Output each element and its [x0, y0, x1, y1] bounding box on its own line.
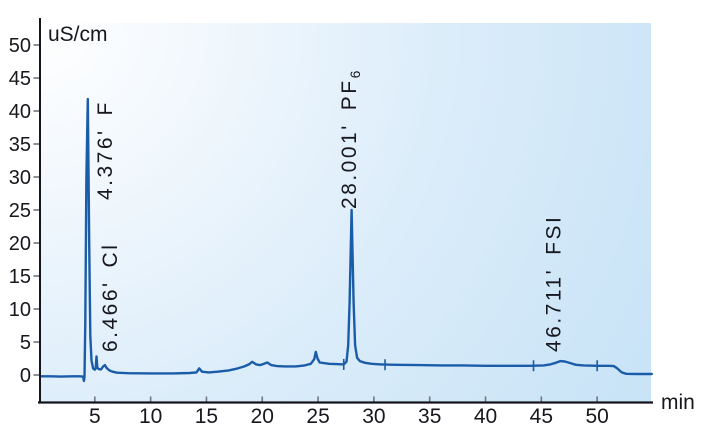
y-axis-unit-label: uS/cm: [48, 23, 108, 46]
x-tick-label: 40: [474, 405, 497, 428]
peak-label: 28.001' PF6: [338, 70, 363, 209]
y-tick-label: 0: [20, 365, 31, 387]
y-tick-label: 15: [9, 266, 31, 288]
y-tick-label: 30: [9, 167, 31, 189]
y-tick-label: 10: [9, 299, 31, 321]
y-tick-label: 40: [9, 101, 31, 123]
y-tick-label: 35: [9, 134, 31, 156]
plot-area: [40, 23, 651, 403]
peak-label: 4.376' F: [94, 100, 117, 200]
x-axis-unit-label: min: [661, 391, 695, 414]
x-tick-label: 35: [418, 405, 441, 428]
peak-label: 46.711' FSI: [542, 215, 565, 352]
x-tick-label: 20: [251, 405, 274, 428]
x-tick-label: 45: [530, 405, 553, 428]
x-tick-label: 30: [362, 405, 385, 428]
x-tick-label: 5: [89, 405, 101, 428]
y-tick-label: 45: [9, 68, 31, 90]
trace-path: [38, 97, 653, 383]
x-tick-label: 10: [139, 405, 162, 428]
peak-label-subscript: 6: [347, 70, 363, 78]
x-tick-label: 50: [585, 405, 608, 428]
y-tick-label: 20: [9, 233, 31, 255]
y-tick-label: 5: [20, 332, 31, 354]
x-tick-label: 25: [306, 405, 329, 428]
peak-label: 6.466' Cl: [99, 243, 122, 352]
y-tick-label: 25: [9, 200, 31, 222]
x-tick-label: 15: [195, 405, 218, 428]
y-tick-label: 50: [9, 35, 31, 57]
